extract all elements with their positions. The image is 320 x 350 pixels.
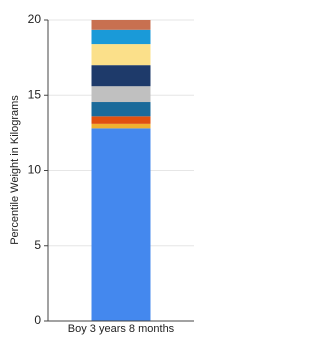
- y-axis-label: Percentile Weight in Kilograms: [9, 95, 21, 245]
- bar-segment: [91, 116, 151, 124]
- bar-segment: [91, 102, 151, 117]
- bar-segment: [91, 86, 151, 103]
- y-tick-label: 15: [28, 87, 42, 101]
- bar-segment: [91, 29, 151, 45]
- y-tick-label: 20: [28, 12, 42, 26]
- bar-segment: [91, 44, 151, 66]
- bar-segment: [91, 123, 151, 129]
- x-tick-label: Boy 3 years 8 months: [68, 323, 175, 335]
- y-tick-label: 5: [34, 238, 41, 252]
- y-tick-label: 10: [28, 163, 42, 177]
- chart: Percentile Weight in Kilograms 0 5 10 15 20 B…: [8, 12, 194, 335]
- bar-segment: [91, 65, 151, 87]
- y-tick-label: 0: [34, 313, 41, 327]
- bar-segment: [91, 128, 151, 321]
- bar-segment: [91, 20, 151, 30]
